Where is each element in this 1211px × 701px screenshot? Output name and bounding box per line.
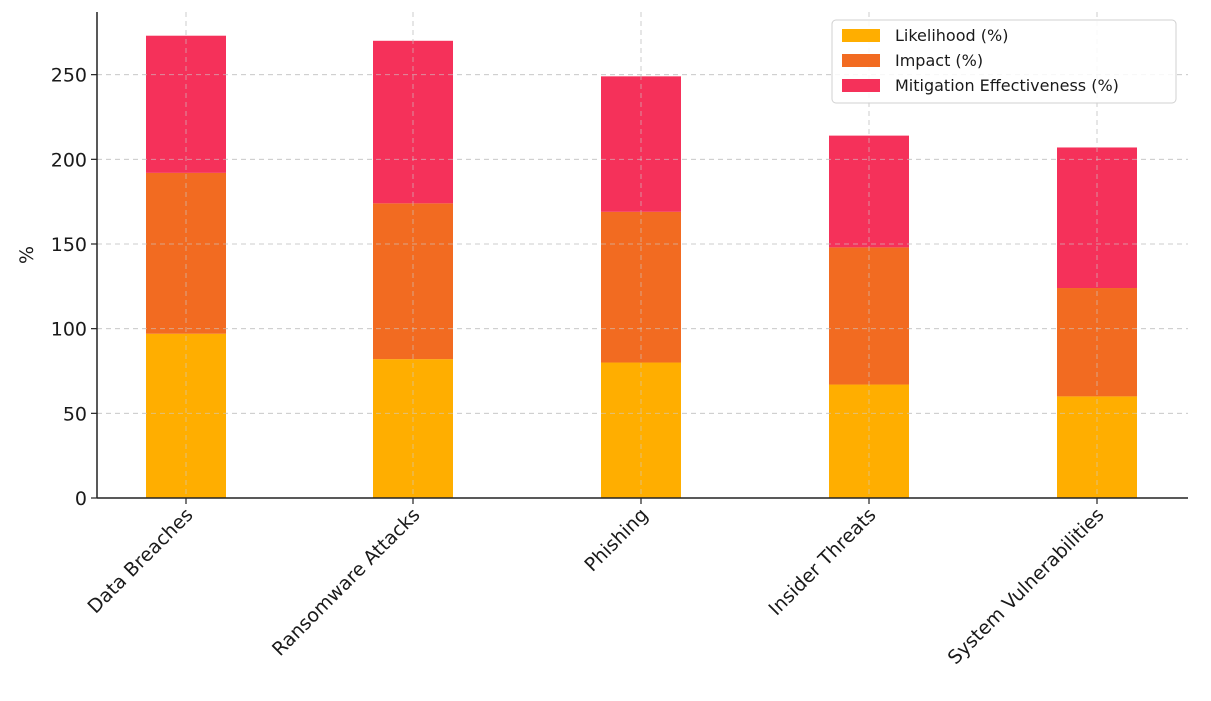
bar-segment-impact [829,247,909,385]
bar-segment-likelihood [146,333,226,498]
bar-segment-impact [373,203,453,360]
y-tick-label: 0 [75,488,87,510]
y-tick-label: 100 [51,319,87,341]
legend-swatch [842,29,880,42]
y-tick-label: 50 [63,403,87,425]
y-tick-label: 150 [51,234,87,256]
legend-label: Likelihood (%) [895,26,1008,45]
legend-box [831,19,1177,104]
x-category-label: Phishing [580,504,652,576]
bar-segment-mitigation [601,76,681,212]
legend-label: Mitigation Effectiveness (%) [895,76,1119,95]
bar-segment-impact [1057,288,1137,397]
x-category-label: Insider Threats [764,504,880,620]
x-category-label: System Vulnerabilities [944,504,1109,669]
y-axis-title: % [16,246,38,264]
legend-swatch [842,54,880,67]
y-tick-label: 200 [51,149,87,171]
legend-swatch [842,79,880,92]
x-category-label: Ransomware Attacks [268,504,425,661]
legend: Likelihood (%) Impact (%) Mitigation Effec… [831,19,1177,104]
y-tick-label: 250 [51,65,87,87]
x-category-label: Data Breaches [84,504,198,618]
bar-segment-impact [146,172,226,334]
bars [97,12,1188,498]
axes [96,12,1188,499]
x-ticks: Data Breaches Ransomware Attacks Phishing I… [84,498,1109,669]
legend-label: Impact (%) [895,51,983,70]
y-ticks: 0 50 100 150 200 250 [51,65,97,510]
